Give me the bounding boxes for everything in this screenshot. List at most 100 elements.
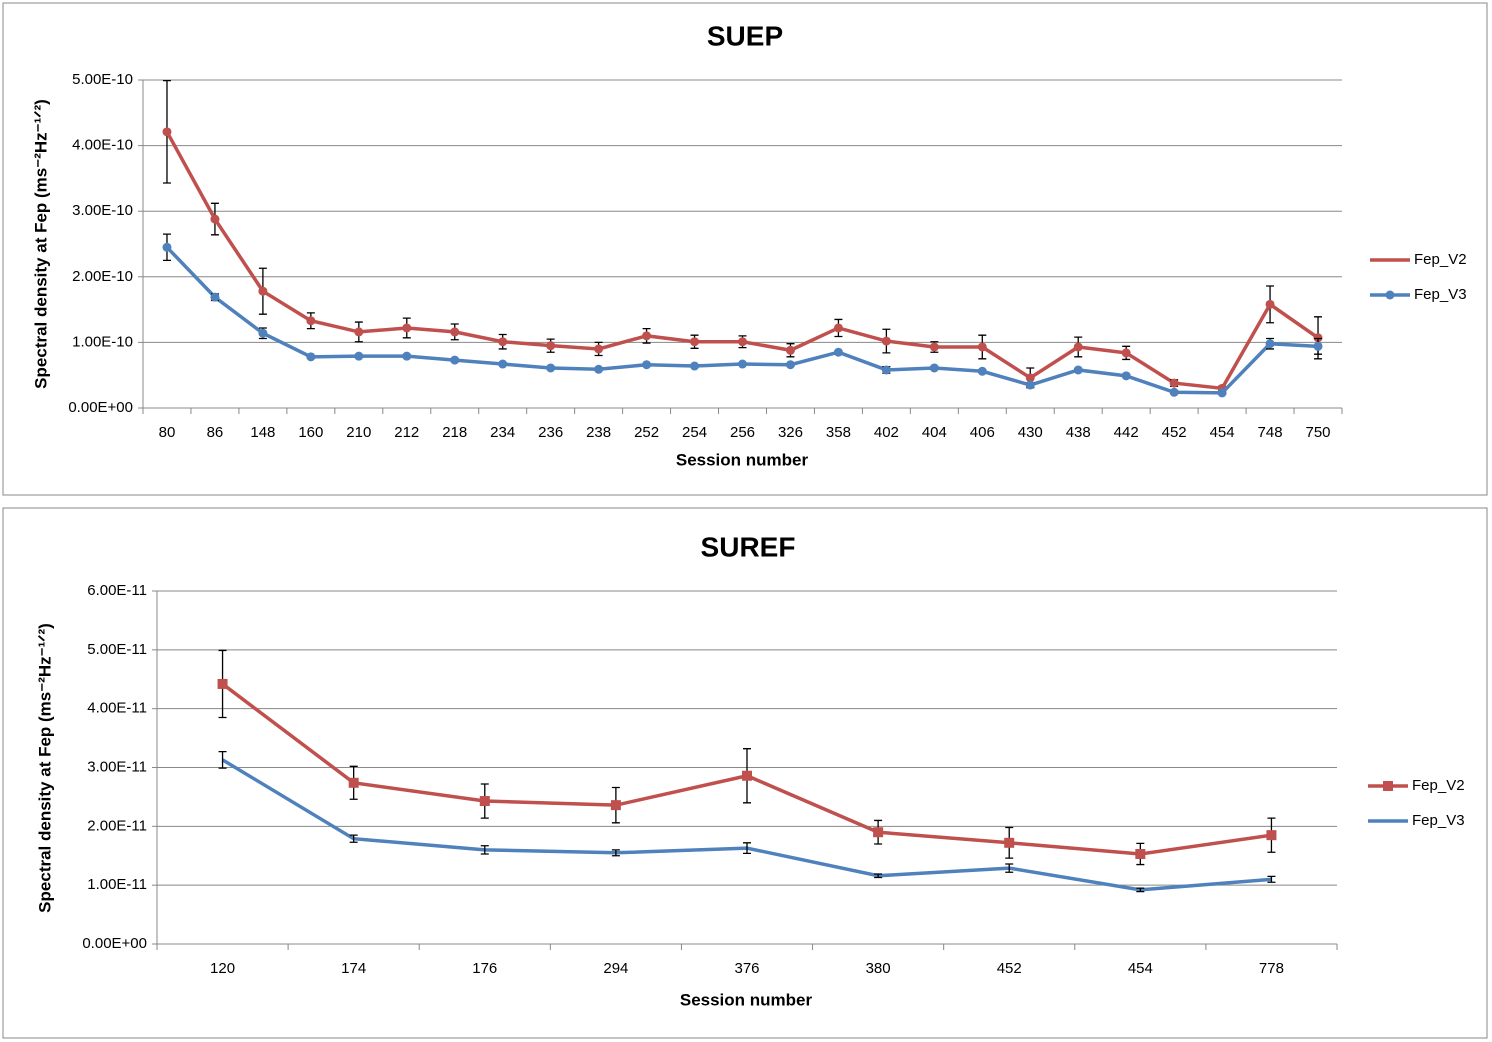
x-axis-label: Session number — [676, 450, 809, 469]
x-tick-label: 238 — [586, 424, 611, 441]
x-tick-label: 452 — [1162, 424, 1187, 441]
marker — [1025, 380, 1035, 390]
x-tick-label: 430 — [1018, 424, 1043, 441]
x-tick-label: 442 — [1114, 424, 1139, 441]
y-tick-label: 4.00E-11 — [87, 700, 147, 717]
x-tick-label: 452 — [997, 960, 1022, 977]
x-tick-label: 210 — [346, 424, 371, 441]
x-tick-label: 380 — [866, 960, 891, 977]
marker — [1265, 339, 1275, 349]
chart-title: SUREF — [701, 531, 796, 562]
x-tick-label: 778 — [1259, 960, 1284, 977]
error-bar — [480, 845, 489, 855]
marker — [450, 327, 460, 337]
y-tick-label: 3.00E-11 — [87, 758, 147, 775]
marker — [1217, 388, 1227, 398]
x-tick-label: 406 — [970, 424, 995, 441]
x-tick-label: 404 — [922, 424, 947, 441]
x-tick-label: 750 — [1306, 424, 1331, 441]
marker — [738, 337, 747, 347]
x-tick-label: 236 — [538, 424, 563, 441]
x-tick-label: 80 — [159, 424, 176, 441]
marker — [1135, 848, 1146, 859]
x-tick-label: 402 — [874, 424, 899, 441]
marker — [594, 344, 604, 354]
marker — [1073, 342, 1083, 352]
error-bar — [1136, 887, 1145, 893]
legend-label: Fep_V3 — [1414, 286, 1467, 303]
x-tick-label: 120 — [210, 960, 235, 977]
x-tick-label: 218 — [442, 424, 467, 441]
error-bar — [1005, 863, 1014, 873]
legend-label: Fep_V2 — [1412, 777, 1465, 794]
marker — [833, 347, 843, 357]
marker — [258, 328, 268, 338]
marker — [217, 678, 228, 689]
y-tick-label: 5.00E-10 — [72, 71, 133, 88]
marker — [690, 361, 700, 371]
marker — [210, 292, 220, 302]
marker — [479, 796, 490, 807]
chart-frame — [2, 507, 1488, 1039]
x-tick-label: 358 — [826, 424, 851, 441]
marker — [977, 342, 987, 352]
marker — [690, 337, 700, 347]
marker — [1383, 781, 1393, 791]
y-tick-label: 1.00E-11 — [87, 876, 147, 893]
x-tick-label: 176 — [472, 960, 497, 977]
marker — [348, 777, 359, 788]
y-tick-label: 5.00E-11 — [87, 641, 147, 658]
x-tick-label: 160 — [298, 424, 323, 441]
y-tick-label: 2.00E-11 — [87, 817, 147, 834]
x-tick-label: 254 — [682, 424, 707, 441]
chart-frame — [2, 2, 1488, 496]
marker — [1385, 290, 1395, 300]
marker — [785, 360, 795, 370]
y-tick-label: 0.00E+00 — [68, 399, 133, 416]
marker — [1121, 348, 1131, 358]
marker — [1313, 341, 1323, 351]
marker — [546, 363, 556, 373]
marker — [881, 336, 891, 346]
marker — [873, 827, 884, 838]
marker — [162, 242, 172, 252]
marker — [306, 316, 316, 326]
marker — [642, 360, 652, 370]
marker — [498, 359, 508, 369]
y-tick-label: 4.00E-10 — [72, 137, 133, 154]
marker — [1169, 378, 1179, 388]
legend-label: Fep_V2 — [1414, 251, 1467, 268]
x-tick-label: 174 — [341, 960, 366, 977]
marker — [162, 127, 172, 137]
y-tick-label: 6.00E-11 — [87, 582, 147, 599]
y-tick-label: 2.00E-10 — [72, 268, 133, 285]
marker — [1073, 365, 1083, 375]
x-tick-label: 212 — [394, 424, 419, 441]
marker — [1169, 387, 1179, 397]
x-tick-label: 748 — [1258, 424, 1283, 441]
marker — [1265, 299, 1275, 309]
x-tick-label: 294 — [603, 960, 628, 977]
x-tick-label: 148 — [250, 424, 275, 441]
marker — [977, 366, 987, 376]
marker — [546, 341, 556, 351]
marker — [258, 286, 268, 296]
marker — [881, 365, 891, 375]
marker — [929, 342, 939, 352]
marker — [354, 327, 364, 337]
marker — [402, 323, 412, 333]
error-bar — [349, 834, 358, 843]
marker — [402, 351, 412, 361]
marker — [610, 800, 621, 811]
marker — [1025, 373, 1035, 383]
marker — [594, 364, 604, 374]
marker — [738, 359, 747, 369]
error-bar — [611, 849, 620, 857]
error-bar — [874, 873, 883, 879]
x-tick-label: 454 — [1128, 960, 1153, 977]
x-tick-label: 326 — [778, 424, 803, 441]
y-tick-label: 1.00E-10 — [72, 333, 133, 350]
x-tick-label: 234 — [490, 424, 515, 441]
error-bar — [1267, 875, 1276, 883]
